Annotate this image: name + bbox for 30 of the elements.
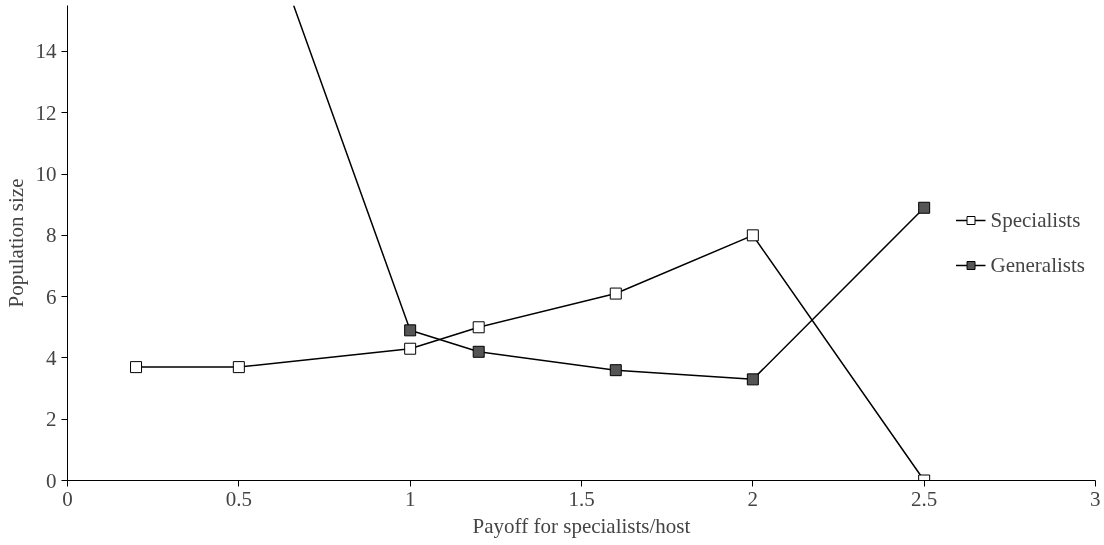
x-tick-label: 2 [747, 486, 759, 511]
point [609, 287, 622, 300]
y-tick-label: 4 [46, 345, 57, 370]
point [232, 361, 245, 374]
point [130, 361, 143, 374]
legend-label: Generalists [990, 252, 1085, 278]
point [472, 345, 485, 358]
point [746, 229, 759, 242]
y-tick-label: 14 [35, 39, 57, 64]
y-tick-label: 2 [46, 407, 57, 432]
x-tick-label: 0.5 [225, 486, 252, 511]
x-tick-label: 2.5 [911, 486, 938, 511]
y-tick-label: 0 [46, 468, 57, 493]
x-tick-label: 1 [404, 486, 416, 511]
point [609, 364, 622, 377]
x-tick-label: 1.5 [568, 486, 595, 511]
x-tick-label: 0 [62, 486, 73, 511]
point [918, 201, 931, 214]
y-tick-label: 8 [46, 223, 57, 248]
y-tick-label: 12 [35, 100, 57, 125]
point [746, 373, 759, 386]
point [472, 321, 485, 334]
legend-label: Specialists [990, 207, 1081, 233]
x-axis-title: Payoff for specialists/host [472, 513, 691, 538]
y-axis-title: Population size [3, 178, 28, 308]
x-tick-label: 3 [1090, 486, 1101, 511]
y-tick-label: 10 [35, 162, 57, 187]
point [404, 342, 417, 355]
point [404, 324, 417, 337]
y-tick-label: 6 [46, 284, 57, 309]
